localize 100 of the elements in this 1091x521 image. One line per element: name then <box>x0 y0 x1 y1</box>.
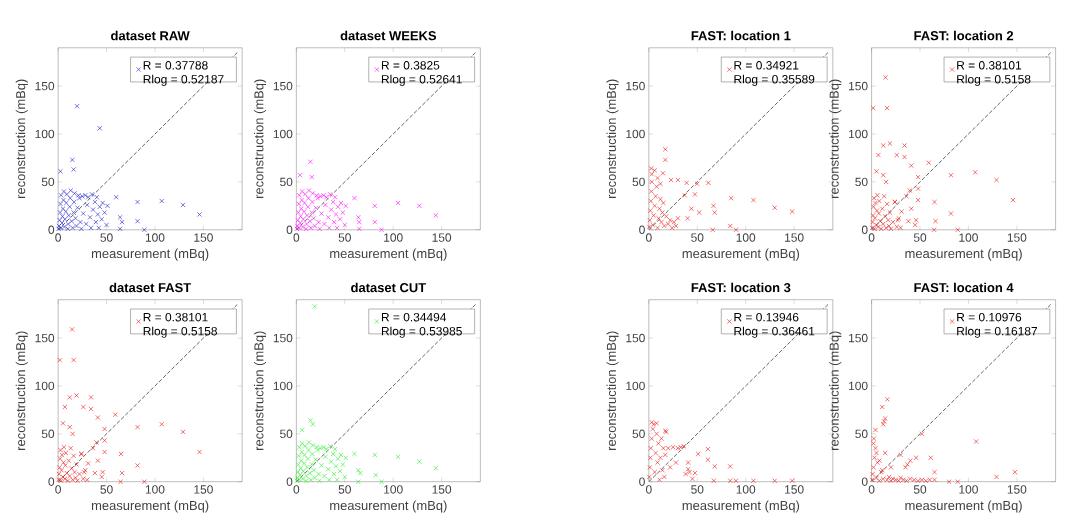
x-tick-label: 0 <box>55 233 61 242</box>
point <box>772 205 778 211</box>
x-tick-label: 0 <box>645 233 652 242</box>
point <box>646 224 652 230</box>
chart-title: FAST: location 3 <box>691 282 791 293</box>
point <box>663 213 669 219</box>
y-tick-label: 50 <box>632 429 645 439</box>
y-tick-label: 100 <box>849 381 868 391</box>
y-tick-label: 0 <box>861 477 868 486</box>
y-axis-title: reconstruction (mBq) <box>829 331 842 450</box>
point <box>648 166 654 171</box>
point <box>673 460 679 465</box>
legend-label: R = 0.13946 Rlog = 0.36461 <box>734 313 815 338</box>
point <box>647 217 653 223</box>
point <box>652 167 658 173</box>
x-tick-label: 150 <box>432 485 452 494</box>
legend-label: R = 0.10976 Rlog = 0.16187 <box>957 313 1038 338</box>
point <box>652 469 658 475</box>
point <box>684 180 690 186</box>
legend-label: R = 0.34921 Rlog = 0.35589 <box>734 61 815 86</box>
point <box>873 427 878 433</box>
x-axis-title: measurement (mBq) <box>330 500 447 513</box>
point <box>923 478 929 484</box>
point <box>650 222 656 228</box>
point <box>898 452 904 458</box>
x-tick-label: 50 <box>691 485 704 494</box>
point <box>955 479 961 485</box>
y-tick-label: 100 <box>35 381 55 391</box>
point <box>655 225 660 231</box>
point <box>751 478 756 484</box>
point <box>649 179 655 185</box>
y-tick-label: 50 <box>280 177 293 187</box>
point <box>662 146 668 152</box>
point <box>994 474 999 480</box>
point <box>660 170 666 176</box>
x-tick-label: 0 <box>293 233 300 242</box>
point <box>659 219 664 225</box>
point <box>662 452 668 458</box>
point <box>932 469 937 475</box>
point <box>870 471 875 477</box>
y-tick-label: 0 <box>286 225 293 235</box>
y-axis-title: reconstruction (mBq) <box>606 79 619 199</box>
x-tick-label: 150 <box>432 233 452 242</box>
x-tick-label: 50 <box>913 485 927 494</box>
y-axis-title: reconstruction (mBq) <box>253 79 267 199</box>
y-tick-label: 50 <box>41 177 55 187</box>
x-axis-title: measurement (mBq) <box>682 248 800 261</box>
y-tick-label: 0 <box>286 477 293 486</box>
point <box>874 450 879 456</box>
point <box>772 478 778 484</box>
point <box>657 477 662 483</box>
x-tick-label: 0 <box>55 485 61 494</box>
y-axis-title: reconstruction (mBq) <box>15 79 28 199</box>
point <box>689 206 694 212</box>
point <box>927 477 933 483</box>
point <box>869 477 875 483</box>
point <box>648 189 654 194</box>
x-tick-label: 50 <box>913 233 927 242</box>
x-tick-label: 0 <box>293 485 300 494</box>
point <box>727 463 733 469</box>
y-tick-label: 150 <box>273 333 293 343</box>
point <box>655 175 660 181</box>
x-tick-label: 50 <box>338 233 351 242</box>
legend-label: R = 0.34494 Rlog = 0.53985 <box>381 313 462 338</box>
x-tick-label: 150 <box>785 485 804 494</box>
point <box>695 451 701 457</box>
y-tick-label: 150 <box>35 333 55 343</box>
point <box>667 217 673 223</box>
point <box>690 476 695 482</box>
point <box>658 181 663 187</box>
point <box>871 436 877 442</box>
y-tick-label: 150 <box>35 81 55 91</box>
x-axis-title: measurement (mBq) <box>905 248 1022 261</box>
chart-title: FAST: location 1 <box>691 30 791 41</box>
x-tick-label: 100 <box>145 233 165 242</box>
point <box>650 426 656 432</box>
chart-title: dataset WEEKS <box>340 30 437 41</box>
point <box>655 460 660 465</box>
x-axis-title: measurement (mBq) <box>91 500 209 513</box>
point <box>710 227 716 233</box>
point <box>903 464 908 470</box>
point <box>872 455 877 461</box>
y-tick-label: 50 <box>280 429 293 439</box>
y-axis-title: reconstruction (mBq) <box>253 331 267 450</box>
point <box>656 440 661 446</box>
x-tick-label: 100 <box>736 233 756 242</box>
point <box>880 421 886 427</box>
x-axis-title: measurement (mBq) <box>905 500 1022 513</box>
point <box>888 464 894 470</box>
point <box>659 210 665 215</box>
y-tick-label: 0 <box>639 225 645 235</box>
chart-title: dataset FAST <box>109 282 191 293</box>
point <box>647 208 653 214</box>
x-tick-label: 100 <box>384 233 403 242</box>
point <box>705 446 711 452</box>
y-tick-label: 50 <box>855 177 868 187</box>
point <box>973 439 979 444</box>
x-tick-label: 50 <box>338 485 351 494</box>
x-tick-label: 50 <box>100 485 113 494</box>
point <box>661 223 667 229</box>
